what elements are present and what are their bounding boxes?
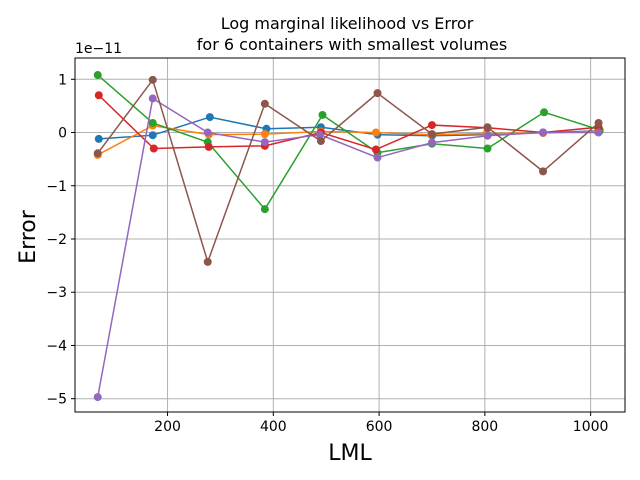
data-point [93,393,102,402]
x-tick-label: 1000 [573,419,609,435]
data-point [318,110,327,119]
plot-frame [74,57,626,413]
data-point [539,128,548,137]
y-tick-label: −4 [46,338,67,354]
series-line [97,78,600,265]
grid [75,58,625,412]
series-4 [94,91,603,154]
y-axis-label: Error [16,209,41,264]
data-point [427,121,436,130]
data-point [205,113,214,122]
y-tick-label: −3 [46,285,67,301]
data-point [483,123,492,132]
x-tick-label: 400 [260,419,287,435]
y-offset-label: 1e−11 [75,41,122,57]
data-point [93,71,102,80]
data-point [483,131,492,140]
data-point [427,130,436,139]
data-point [204,142,213,151]
data-point [203,128,212,137]
series-line [98,116,600,140]
data-point [371,128,380,137]
data-point [260,99,269,108]
data-point [427,138,436,147]
y-tick-label: −2 [46,232,67,248]
data-point [316,137,325,146]
x-tick-label: 200 [154,419,181,435]
data-point [149,144,158,153]
data-point [260,138,269,147]
data-point [371,145,380,154]
data-point [594,118,603,127]
data-point [203,257,212,266]
x-tick-label: 800 [471,419,498,435]
series-line [97,97,599,398]
data-point [260,130,269,139]
x-axis-label: LML [328,441,372,466]
data-point [373,89,382,98]
data-point [148,75,157,84]
chart-title-line1: Log marginal likelihood vs Error [221,14,474,33]
y-tick-label: −1 [46,179,67,195]
series-layer [93,71,604,402]
y-tick-label: −5 [46,392,67,408]
series-3 [93,71,604,214]
x-tick-label: 600 [366,419,393,435]
data-point [483,144,492,153]
series-line [98,94,599,151]
ticks: 200 400 600 800 1000 1 0 −1 −2 −3 −4 −5 [46,72,608,435]
data-point [315,130,324,139]
data-point [148,131,157,140]
data-point [260,205,269,214]
series-6 [93,75,603,266]
data-point [594,128,603,137]
series-line [97,74,600,211]
series-5 [93,94,603,402]
chart-title-line2: for 6 containers with smallest volumes [197,35,507,54]
y-tick-label: 0 [58,126,67,142]
data-point [94,91,103,100]
data-point [373,153,382,162]
data-point [148,118,157,127]
y-tick-label: 1 [58,72,67,88]
data-point [94,134,103,143]
data-point [540,108,549,117]
data-point [93,149,102,158]
data-point [148,94,157,103]
data-point [539,167,548,176]
